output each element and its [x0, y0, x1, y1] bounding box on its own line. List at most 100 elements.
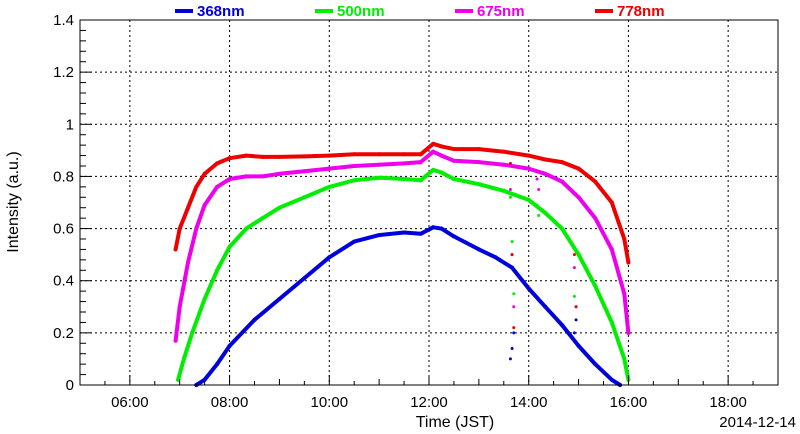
data-point [215, 161, 220, 166]
data-point [327, 255, 332, 260]
data-point [626, 260, 631, 265]
data-point [609, 247, 614, 252]
data-point [202, 171, 207, 176]
data-point [302, 169, 307, 174]
data-point [451, 147, 456, 152]
data-point [431, 149, 436, 154]
outlier-point [508, 195, 512, 199]
data-point [377, 175, 382, 180]
date-label: 2014-12-14 [719, 414, 796, 431]
data-point [559, 179, 564, 184]
data-point [402, 161, 407, 166]
y-axis-title: Intensity (a.u.) [5, 151, 22, 252]
data-point [181, 356, 186, 361]
data-point [559, 226, 564, 231]
data-point [526, 166, 531, 171]
y-tick-label: 0 [66, 377, 74, 394]
x-tick-label: 18:00 [709, 394, 747, 411]
data-point [439, 226, 444, 231]
data-point [439, 153, 444, 158]
data-point [501, 162, 506, 167]
data-point [202, 203, 207, 208]
data-point [609, 377, 614, 382]
data-point [543, 171, 548, 176]
y-tick-label: 0.6 [53, 221, 74, 238]
data-point [377, 152, 382, 157]
legend: 368nm 500nm 675nm 778nm [175, 3, 665, 20]
data-point [252, 317, 257, 322]
data-point [227, 177, 232, 182]
data-point [227, 343, 232, 348]
data-point [190, 330, 195, 335]
data-point [352, 178, 357, 183]
data-point [327, 166, 332, 171]
x-tick-label: 16:00 [610, 394, 648, 411]
data-point [215, 268, 220, 273]
data-point [227, 244, 232, 249]
data-point [260, 174, 265, 179]
data-point [439, 144, 444, 149]
data-point [431, 225, 436, 230]
data-point [418, 160, 423, 165]
outlier-point [537, 187, 541, 191]
data-point [327, 153, 332, 158]
series-line-500nm [176, 167, 631, 382]
y-tick-label: 1.4 [53, 12, 74, 29]
data-point [244, 174, 249, 179]
y-tick-label: 1 [66, 116, 74, 133]
x-tick-label: 12:00 [410, 394, 448, 411]
outlier-point [574, 305, 578, 309]
data-point [510, 265, 515, 270]
data-point [377, 162, 382, 167]
data-point [202, 377, 207, 382]
data-point [177, 226, 182, 231]
data-point [593, 216, 598, 221]
series-778nm [173, 141, 631, 330]
data-point [559, 323, 564, 328]
x-axis-title: Time (JST) [416, 414, 495, 431]
data-point [194, 226, 199, 231]
data-point [609, 200, 614, 205]
data-point [451, 234, 456, 239]
x-tick-label: 10:00 [311, 394, 349, 411]
data-point [177, 304, 182, 309]
y-tick-label: 0.8 [53, 168, 74, 185]
data-point [526, 153, 531, 158]
outlier-point [535, 203, 539, 207]
data-point [302, 195, 307, 200]
data-point [609, 320, 614, 325]
data-point [622, 291, 627, 296]
outlier-point [512, 326, 516, 330]
outlier-point [572, 266, 576, 270]
x-tick-label: 14:00 [510, 394, 548, 411]
data-point [176, 377, 181, 382]
outlier-point [572, 331, 576, 335]
axes: 06:00 08:00 10:00 12:00 14:00 16:00 18:00 0 0.2 0… [53, 12, 754, 411]
data-point [593, 283, 598, 288]
data-point [622, 237, 627, 241]
data-point [576, 195, 581, 200]
data-point [451, 177, 456, 182]
outlier-point [512, 292, 516, 296]
data-point [576, 252, 581, 257]
outlier-point [537, 214, 541, 218]
data-point [439, 170, 444, 175]
y-tick-label: 0.2 [53, 325, 74, 342]
outlier-point [512, 305, 516, 309]
data-point [244, 153, 249, 158]
data-point [202, 296, 207, 301]
data-point [215, 184, 220, 189]
data-point [476, 247, 481, 252]
grid-lines [80, 20, 778, 385]
data-point [493, 255, 498, 260]
data-point [327, 184, 332, 189]
data-point [622, 356, 627, 361]
data-point [476, 182, 481, 187]
data-point [244, 226, 249, 231]
series-675nm [173, 149, 631, 343]
x-tick-label: 08:00 [211, 394, 249, 411]
data-point [431, 141, 436, 146]
legend-label-368nm: 368nm [197, 3, 245, 20]
data-point [418, 231, 423, 236]
